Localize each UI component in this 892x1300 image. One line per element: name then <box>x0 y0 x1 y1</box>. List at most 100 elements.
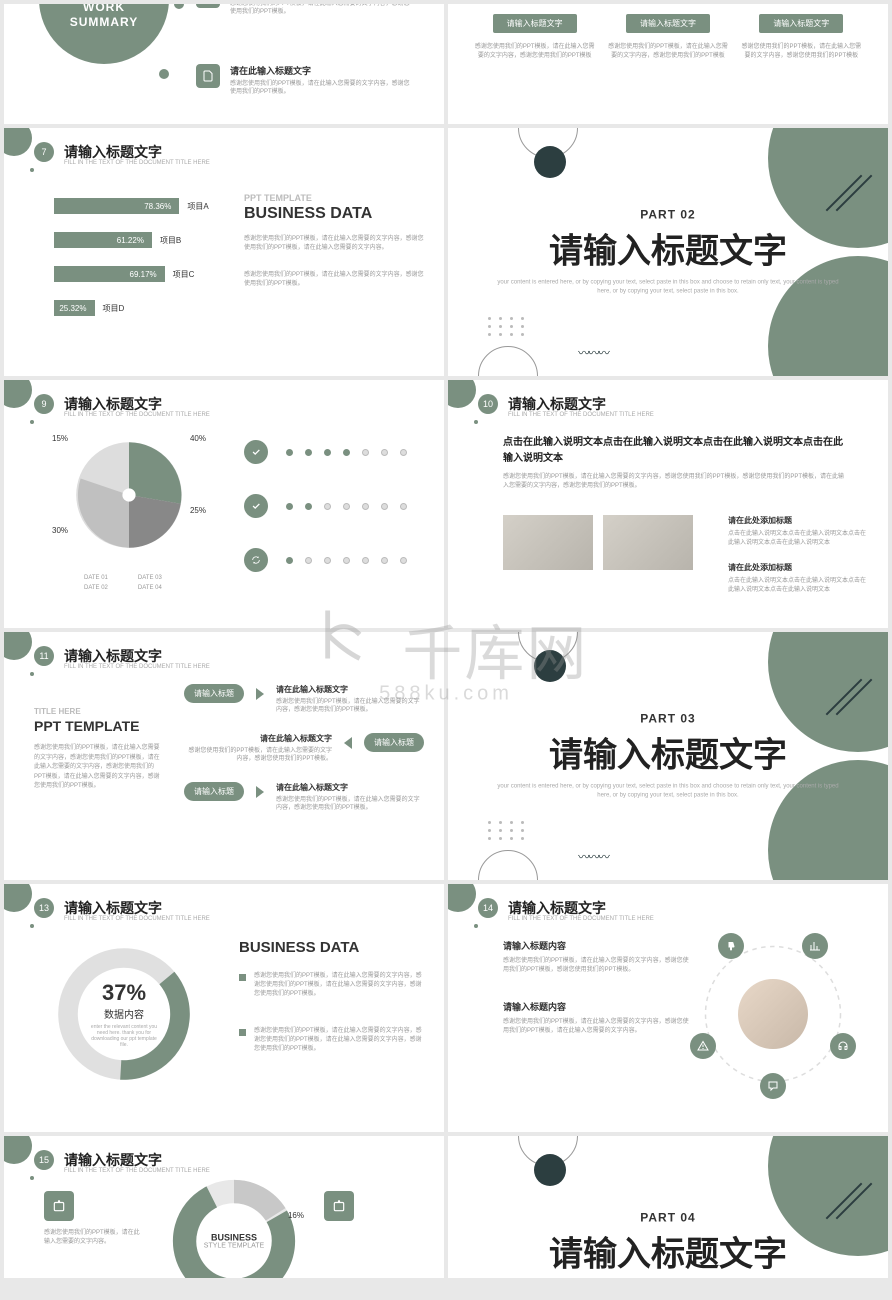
icon-ring <box>698 939 848 1089</box>
center-sub: STYLE TEMPLATE <box>204 1243 264 1250</box>
tag-button[interactable]: 请输入标题 <box>184 684 244 703</box>
slide-part-02: 〰〰〰 PART 02 请输入标题文字 your content is ente… <box>448 128 888 376</box>
warning-icon <box>690 1033 716 1059</box>
item-title: 请在此处添加标题 <box>728 515 868 526</box>
col-button[interactable]: 请输入标题文字 <box>493 14 577 33</box>
slide-number: 7 <box>34 142 54 162</box>
slide-10: 10请输入标题文字 FILL IN THE TEXT OF THE DOCUME… <box>448 380 888 628</box>
monitor-icon <box>196 4 220 8</box>
part-label: PART 02 <box>492 208 844 222</box>
image-row <box>503 515 693 570</box>
id-icon <box>44 1191 74 1221</box>
part-title: 请输入标题文字 <box>492 1226 844 1275</box>
slide-9: 9 请输入标题文字 FILL IN THE TEXT OF THE DOCUMEN… <box>4 380 444 628</box>
bar: 61.22% <box>54 232 152 248</box>
center-title: BUSINESS <box>204 1233 264 1243</box>
item-title: 请在此输入标题文字 <box>276 782 424 793</box>
item-desc: 点击在此输入说明文本点击在此输入说明文本点击在此输入说明文本点击在此输入说明文本 <box>728 577 868 595</box>
item-desc: 感谢您使用我们的PPT模板，请在此输入您需要的文字内容，感谢您使用我们的PPT模… <box>276 796 424 813</box>
slide-part-04: PART 04 请输入标题文字 <box>448 1136 888 1278</box>
item-desc: 感谢您使用我们的PPT模板，请在此输入您需要的文字内容，感谢您使用我们的PPT模… <box>230 80 410 97</box>
slide-15: 15 请输入标题文字 FILL IN THE TEXT OF THE DOCUME… <box>4 1136 444 1278</box>
item-title: 请在此输入标题文字 <box>276 684 424 695</box>
part-title: 请输入标题文字 <box>492 728 844 777</box>
slide-title: 请输入标题文字 <box>508 898 606 918</box>
item-title: 请在此处添加标题 <box>728 562 868 573</box>
slide-title: 请输入标题文字 <box>64 142 162 162</box>
donut-chart: 37% 数据内容 enter the relevant content you … <box>54 944 194 1084</box>
slide-part-03: 〰〰〰 PART 03 请输入标题文字 your content is ente… <box>448 632 888 880</box>
part-label: PART 04 <box>492 1210 844 1224</box>
slide-13: 13请输入标题文字 FILL IN THE TEXT OF THE DOCUME… <box>4 884 444 1132</box>
slide-title: 请输入标题文字 <box>64 1150 162 1170</box>
item-title: 请输入标题内容 <box>503 939 693 952</box>
slide-subtitle: FILL IN THE TEXT OF THE DOCUMENT TITLE H… <box>508 916 654 922</box>
slide-subtitle: FILL IN THE TEXT OF THE DOCUMENT TITLE H… <box>64 160 210 166</box>
item-desc: 感谢您使用我们的PPT模板，请在此输入您需要的文字内容，感谢您使用我们的PPT模… <box>503 1018 693 1036</box>
file-icon <box>196 64 220 88</box>
center-image <box>738 979 808 1049</box>
slide-11: 11 请输入标题文字 FILL IN THE TEXT OF THE DOCUME… <box>4 632 444 880</box>
bar: 78.36% <box>54 198 179 214</box>
slide-title: 请输入标题文字 <box>64 394 162 414</box>
bar-chart: 78.36%项目A 61.22%项目B 69.17%项目C 25.32%项目D <box>54 198 214 334</box>
item-desc: 点击在此输入说明文本点击在此输入说明文本点击在此输入说明文本点击在此输入说明文本 <box>728 530 868 548</box>
body-text: 感谢您使用我们的PPT模板，请在此输入您需要的文字内容，感谢您使用我们的PPT模… <box>254 1027 424 1054</box>
id-icon <box>324 1191 354 1221</box>
item-title: 请在此输入标题文字 <box>184 733 332 744</box>
headset-icon <box>830 1033 856 1059</box>
body-text: 感谢您使用我们的PPT模板，请在此输入您需要的文字内容，感谢您使用我们的PPT模… <box>254 972 424 999</box>
slide-number: 9 <box>34 394 54 414</box>
legend: DATE 01DATE 03 DATE 02DATE 04 <box>74 575 162 591</box>
subtitle: PPT TEMPLATE <box>244 193 424 203</box>
slide-7: 7 请输入标题文字 FILL IN THE TEXT OF THE DOCUMEN… <box>4 128 444 376</box>
item-title: 请在此输入标题文字 <box>230 64 410 77</box>
donut-chart: BUSINESS STYLE TEMPLATE 16% 76% <box>169 1176 299 1278</box>
slide-subtitle: FILL IN THE TEXT OF THE DOCUMENT TITLE H… <box>64 1168 210 1174</box>
item-desc: 感谢您使用我们的PPT模板，请在此输入您需要的文字内容，感谢您使用我们的PPT模… <box>276 698 424 715</box>
intro-text: 点击在此输入说明文本点击在此输入说明文本点击在此输入说明文本点击在此输入说明文本… <box>503 435 848 491</box>
slide-title: 请输入标题文字 <box>508 394 606 414</box>
slide-5: WORK SUMMARY 请在此输入标题文字感谢您使用我们的PPT模板，请在此输… <box>4 4 444 124</box>
heading: PPT TEMPLATE <box>34 718 164 734</box>
tag-button[interactable]: 请输入标题 <box>184 782 244 801</box>
slide-title: 请输入标题文字 <box>64 646 162 666</box>
body-text: 感谢您使用我们的PPT模板，请在此输入您需要的文字内容，感谢您使用我们的PPT模… <box>244 235 424 253</box>
chat-icon <box>760 1073 786 1099</box>
slide-subtitle: FILL IN THE TEXT OF THE DOCUMENT TITLE H… <box>64 664 210 670</box>
label: 数据内容 <box>89 1006 159 1021</box>
slide-number: 13 <box>34 898 54 918</box>
work-summary-circle: WORK SUMMARY <box>39 4 169 64</box>
slide-number: 14 <box>478 898 498 918</box>
col-button[interactable]: 请输入标题文字 <box>626 14 710 33</box>
zigzag-icon: 〰〰〰 <box>578 344 608 361</box>
heading: BUSINESS DATA <box>239 939 424 956</box>
bar: 25.32% <box>54 300 95 316</box>
col-button[interactable]: 请输入标题文字 <box>759 14 843 33</box>
col-desc: 感谢您使用我们的PPT模板，请在此输入您需要的文字内容，感谢您使用我们的PPT模… <box>475 43 595 61</box>
progress-rows <box>244 440 407 602</box>
slide-subtitle: FILL IN THE TEXT OF THE DOCUMENT TITLE H… <box>64 412 210 418</box>
zigzag-icon: 〰〰〰 <box>578 848 608 865</box>
slide-number: 15 <box>34 1150 54 1170</box>
body-text: 感谢您使用我们的PPT模板，请在此输入您需要的文字内容，感谢您使用我们的PPT模… <box>34 744 164 792</box>
check-icon <box>244 494 268 518</box>
slide-subtitle: FILL IN THE TEXT OF THE DOCUMENT TITLE H… <box>64 916 210 922</box>
col-desc: 感谢您使用我们的PPT模板，请在此输入您需要的文字内容，感谢您使用我们的PPT模… <box>741 43 861 61</box>
pct-label: 16% <box>288 1211 304 1220</box>
slide-number: 11 <box>34 646 54 666</box>
item-title: 请输入标题内容 <box>503 1000 693 1013</box>
bar: 69.17% <box>54 266 165 282</box>
subtitle: TITLE HERE <box>34 707 164 716</box>
refresh-icon <box>244 548 268 572</box>
slide-14: 14 请输入标题文字 FILL IN THE TEXT OF THE DOCUME… <box>448 884 888 1132</box>
item-desc: 感谢您使用我们的PPT模板，请在此输入您需要的文字内容，感谢您使用我们的PPT模… <box>184 747 332 764</box>
slide-grid: WORK SUMMARY 请在此输入标题文字感谢您使用我们的PPT模板，请在此输… <box>4 4 888 1278</box>
thumbs-down-icon <box>718 933 744 959</box>
slide-subtitle: FILL IN THE TEXT OF THE DOCUMENT TITLE H… <box>508 412 654 418</box>
tag-button[interactable]: 请输入标题 <box>364 733 424 752</box>
item-desc: 感谢您使用我们的PPT模板，请在此输入您需要的文字内容，感谢您使用我们的PPT模… <box>503 957 693 975</box>
part-desc: your content is entered here, or by copy… <box>492 783 844 801</box>
body-text: 感谢您使用我们的PPT模板，请在此输入您需要的文字内容。 <box>44 1229 144 1247</box>
pie-chart: 40% 25% 30% 15% <box>74 440 184 550</box>
